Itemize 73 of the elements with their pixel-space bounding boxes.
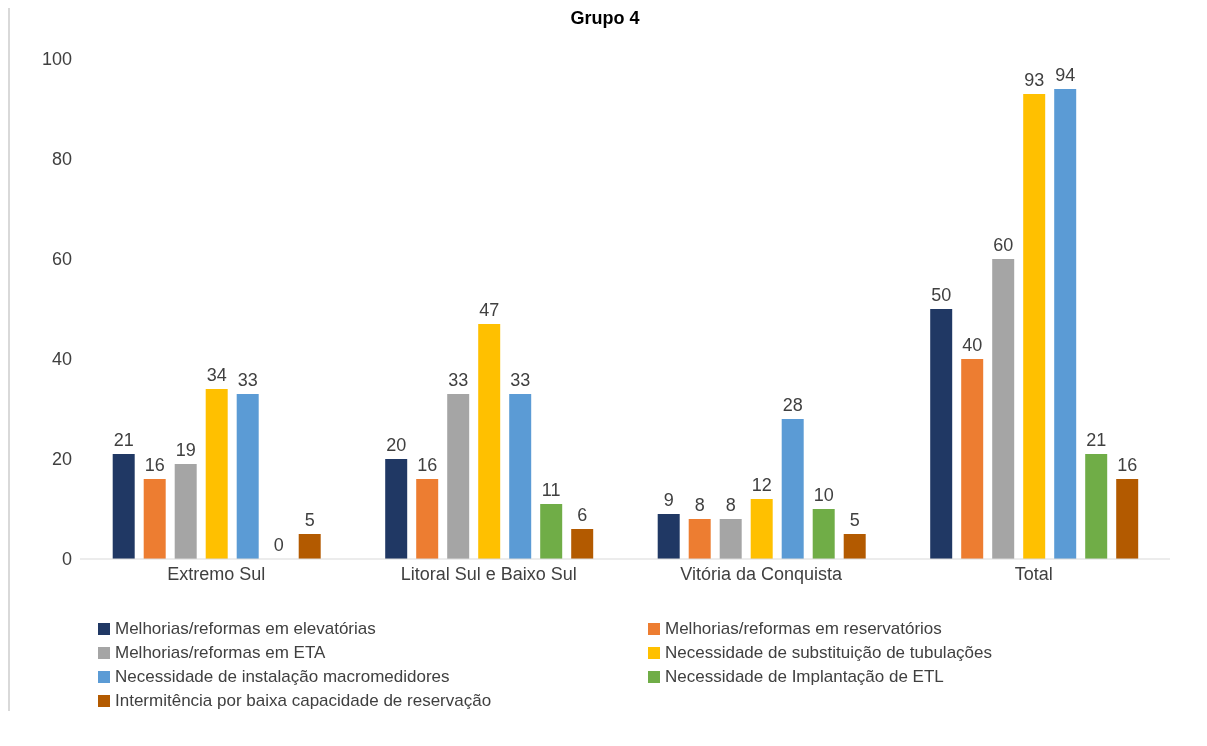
legend-label: Melhorias/reformas em reservatórios [664, 619, 943, 639]
data-label: 8 [725, 495, 736, 515]
bar [478, 324, 501, 559]
bar [1116, 479, 1139, 559]
bar [657, 514, 680, 559]
bar [719, 519, 742, 559]
bar [1054, 89, 1077, 559]
bar [1085, 454, 1108, 559]
bar [781, 419, 804, 559]
bar [447, 394, 470, 559]
data-label: 33 [448, 370, 469, 390]
data-label: 10 [813, 485, 834, 505]
bar [571, 529, 594, 559]
data-label: 93 [1024, 70, 1045, 90]
legend-label: Melhorias/reformas em elevatórias [114, 619, 377, 639]
data-label: 21 [113, 430, 134, 450]
bar [1023, 94, 1046, 559]
data-label: 50 [931, 285, 952, 305]
data-label: 9 [663, 490, 674, 510]
data-label: 16 [144, 455, 165, 475]
legend-label: Intermitência por baixa capacidade de reservação [114, 691, 493, 711]
bar [174, 464, 197, 559]
y-tick-label: 0 [61, 549, 72, 570]
legend-label: Necessidade de Implantação de ETL [664, 667, 945, 687]
data-label: 5 [849, 510, 860, 530]
bar [688, 519, 711, 559]
data-label: 60 [993, 235, 1014, 255]
chart-title: Grupo 4 [569, 8, 641, 29]
data-label: 94 [1055, 65, 1076, 85]
data-label: 34 [206, 365, 227, 385]
data-label: 19 [175, 440, 196, 460]
x-tick-label: Total [1014, 563, 1053, 584]
data-label: 33 [510, 370, 531, 390]
y-tick-label: 60 [51, 249, 72, 270]
bar [812, 509, 835, 559]
legend-label: Melhorias/reformas em ETA [114, 643, 327, 663]
data-label: 47 [479, 300, 500, 320]
x-tick-label: Litoral Sul e Baixo Sul [400, 563, 577, 584]
y-tick-label: 80 [51, 149, 72, 170]
data-label: 0 [273, 534, 284, 555]
bar [298, 534, 321, 559]
x-tick-label: Vitória da Conquista [680, 563, 844, 584]
legend-label: Necessidade de instalação macromedidores [114, 667, 451, 687]
bar [112, 454, 135, 559]
data-label: 40 [962, 335, 983, 355]
bar [205, 389, 228, 559]
data-label: 6 [577, 505, 588, 525]
y-tick-label: 100 [41, 49, 72, 70]
bar [930, 309, 953, 559]
data-label: 28 [782, 395, 803, 415]
data-label: 33 [237, 370, 258, 390]
data-label: 16 [1117, 455, 1138, 475]
data-label: 8 [694, 495, 705, 515]
data-label: 21 [1086, 430, 1107, 450]
bar [385, 459, 408, 559]
x-tick-label: Extremo Sul [167, 563, 266, 584]
bar [416, 479, 439, 559]
bar [236, 394, 259, 559]
data-label: 12 [751, 475, 772, 495]
y-tick-label: 20 [51, 449, 72, 470]
bar [961, 359, 984, 559]
y-tick-label: 40 [51, 349, 72, 370]
data-label: 20 [386, 435, 407, 455]
bar [843, 534, 866, 559]
data-label: 16 [417, 455, 438, 475]
bar [750, 499, 773, 559]
data-label: 5 [304, 510, 315, 530]
bar [143, 479, 166, 559]
bar [992, 259, 1015, 559]
legend-label: Necessidade de substituição de tubulações [664, 643, 993, 663]
data-label: 11 [541, 480, 561, 500]
bar [540, 504, 563, 559]
bar [509, 394, 532, 559]
